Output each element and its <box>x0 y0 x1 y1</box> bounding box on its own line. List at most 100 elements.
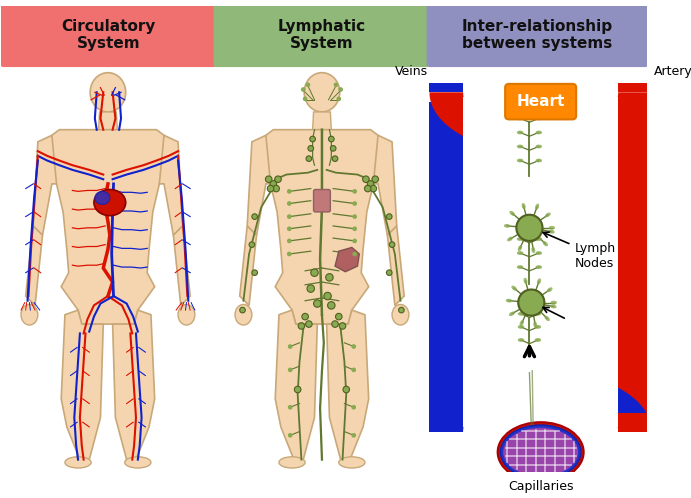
Circle shape <box>352 189 357 194</box>
Ellipse shape <box>536 159 542 162</box>
Bar <box>429 83 463 92</box>
Circle shape <box>275 176 281 182</box>
Ellipse shape <box>535 204 539 210</box>
Circle shape <box>310 136 315 142</box>
Circle shape <box>399 307 404 313</box>
Ellipse shape <box>503 428 578 477</box>
Ellipse shape <box>520 320 524 326</box>
Polygon shape <box>113 310 155 460</box>
Circle shape <box>298 323 305 329</box>
Circle shape <box>352 405 356 409</box>
Polygon shape <box>240 226 256 305</box>
Ellipse shape <box>550 305 557 308</box>
Circle shape <box>305 321 312 327</box>
Polygon shape <box>160 135 182 235</box>
Circle shape <box>339 323 346 329</box>
Ellipse shape <box>178 304 195 325</box>
Ellipse shape <box>535 325 541 329</box>
Circle shape <box>307 285 314 292</box>
Ellipse shape <box>533 321 537 328</box>
Circle shape <box>368 181 374 187</box>
Ellipse shape <box>522 203 526 209</box>
Polygon shape <box>261 129 383 324</box>
Circle shape <box>337 97 341 101</box>
Ellipse shape <box>548 230 555 234</box>
Circle shape <box>352 239 357 243</box>
Polygon shape <box>47 129 169 324</box>
Ellipse shape <box>517 251 523 255</box>
Polygon shape <box>465 390 616 432</box>
Circle shape <box>386 270 392 275</box>
Ellipse shape <box>504 224 511 228</box>
Ellipse shape <box>545 316 550 321</box>
Text: Capillaries: Capillaries <box>508 480 574 493</box>
Circle shape <box>352 368 356 372</box>
Circle shape <box>287 251 292 256</box>
FancyBboxPatch shape <box>505 84 576 120</box>
Bar <box>618 413 652 432</box>
Circle shape <box>306 156 312 161</box>
Circle shape <box>287 201 292 206</box>
Polygon shape <box>429 371 652 432</box>
Ellipse shape <box>542 241 548 247</box>
Circle shape <box>516 215 542 241</box>
Circle shape <box>308 145 314 151</box>
Ellipse shape <box>518 245 522 251</box>
Circle shape <box>314 300 321 307</box>
Ellipse shape <box>535 338 541 342</box>
Circle shape <box>324 292 331 300</box>
Text: Circulatory
System: Circulatory System <box>61 19 155 51</box>
Circle shape <box>352 433 356 438</box>
Polygon shape <box>26 226 43 305</box>
Ellipse shape <box>500 425 581 479</box>
Bar <box>618 83 652 92</box>
Bar <box>429 413 463 432</box>
Ellipse shape <box>549 226 555 230</box>
Ellipse shape <box>125 457 151 468</box>
Circle shape <box>287 239 292 243</box>
Polygon shape <box>247 135 271 235</box>
Ellipse shape <box>535 312 541 316</box>
Ellipse shape <box>95 191 110 205</box>
Ellipse shape <box>511 286 517 291</box>
Circle shape <box>352 201 357 206</box>
Ellipse shape <box>537 278 541 285</box>
Circle shape <box>252 214 258 220</box>
Ellipse shape <box>509 211 515 216</box>
Text: Heart: Heart <box>516 94 565 109</box>
Bar <box>618 102 652 432</box>
Text: Artery: Artery <box>654 65 691 78</box>
Polygon shape <box>312 112 331 129</box>
Polygon shape <box>327 310 369 460</box>
Ellipse shape <box>517 130 523 134</box>
Circle shape <box>334 83 339 87</box>
Ellipse shape <box>524 278 527 284</box>
Ellipse shape <box>339 457 365 468</box>
Text: Veins: Veins <box>395 65 428 78</box>
Text: Inter-relationship
between systems: Inter-relationship between systems <box>462 19 613 51</box>
Ellipse shape <box>536 237 542 241</box>
Circle shape <box>287 189 292 194</box>
Ellipse shape <box>506 299 512 302</box>
Circle shape <box>311 269 319 276</box>
Circle shape <box>249 242 255 248</box>
FancyBboxPatch shape <box>1 3 216 67</box>
Circle shape <box>265 176 272 182</box>
Ellipse shape <box>536 130 542 134</box>
FancyBboxPatch shape <box>214 3 429 67</box>
Circle shape <box>352 251 357 256</box>
Polygon shape <box>388 226 404 305</box>
Ellipse shape <box>518 338 524 342</box>
Polygon shape <box>61 310 103 460</box>
Ellipse shape <box>94 190 126 216</box>
Circle shape <box>267 185 274 192</box>
Ellipse shape <box>392 304 409 325</box>
Circle shape <box>328 302 335 309</box>
Bar <box>463 97 618 427</box>
Circle shape <box>332 321 339 327</box>
Circle shape <box>386 214 392 220</box>
Circle shape <box>305 83 310 87</box>
Polygon shape <box>99 112 117 129</box>
Circle shape <box>302 313 308 320</box>
Ellipse shape <box>509 312 515 316</box>
